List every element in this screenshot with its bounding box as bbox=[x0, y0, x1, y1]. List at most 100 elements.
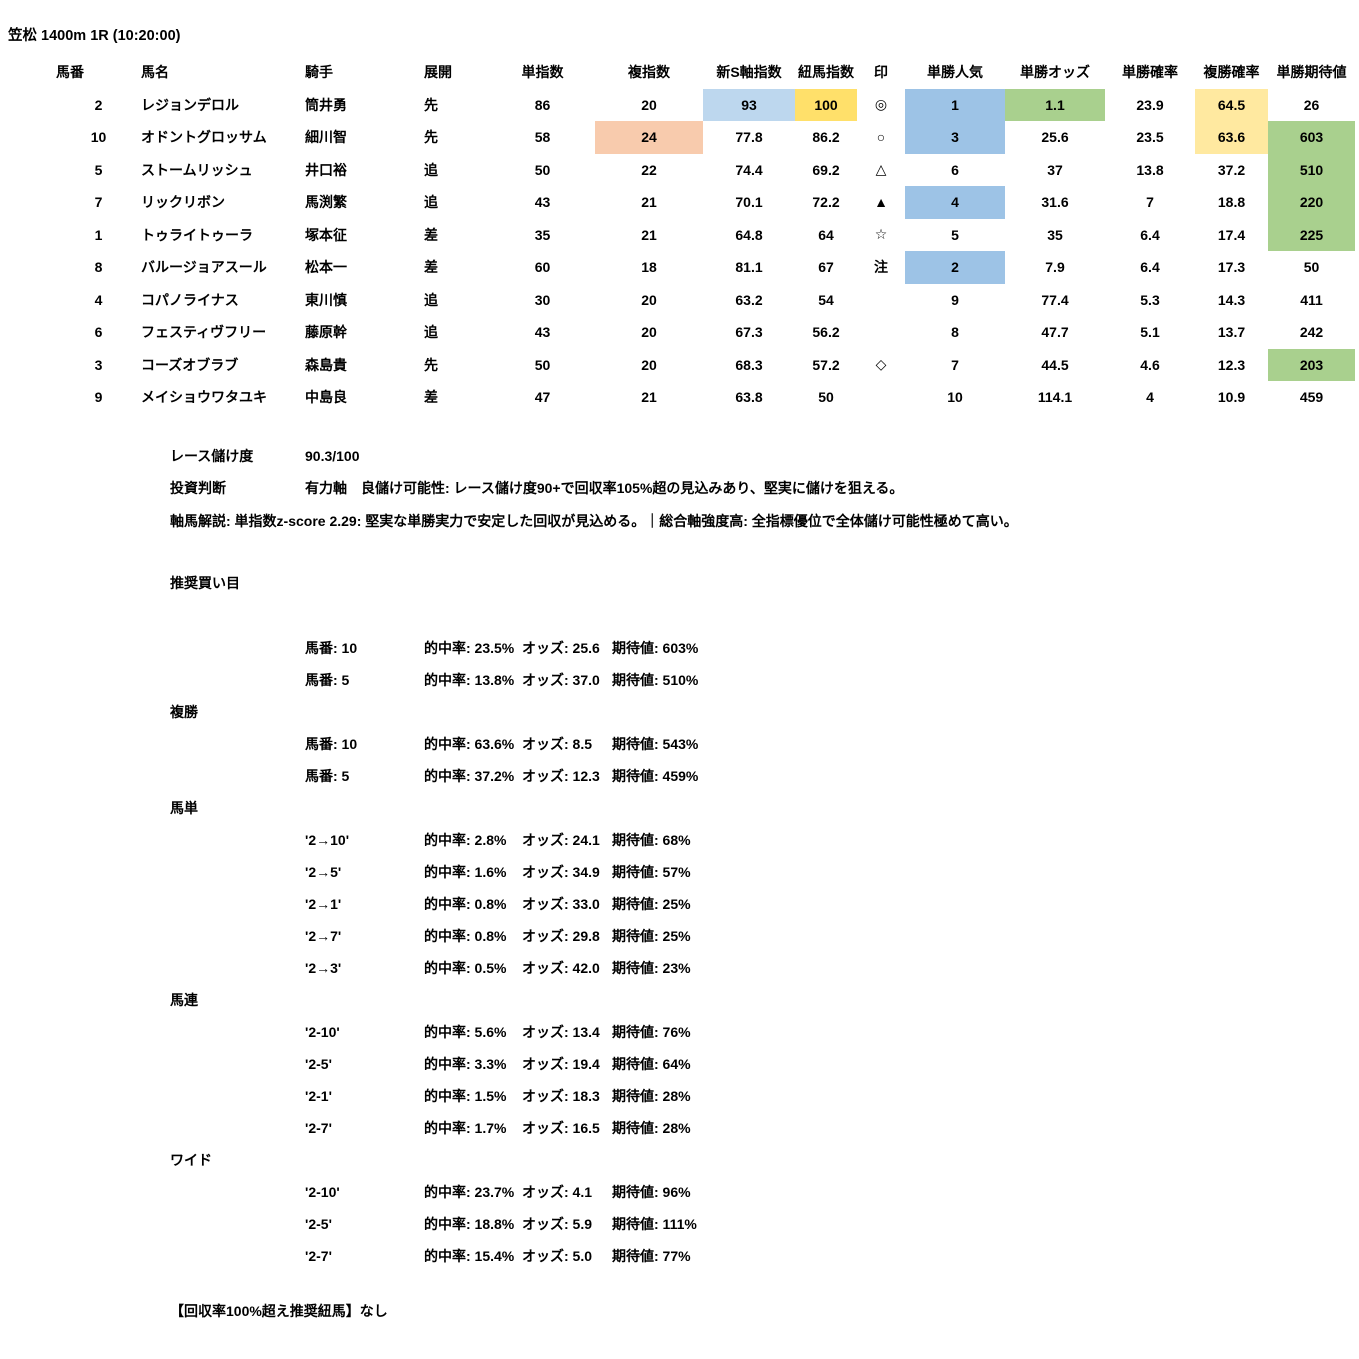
cell-himo-index: 100 bbox=[795, 88, 857, 121]
horse-row: 9 メイショウワタユキ 中島良 差 47 21 63.8 50 10 114.1 4 10.9 459 bbox=[56, 381, 1355, 414]
cell-horse-number: 10 bbox=[90, 129, 107, 146]
cell-place-index: 20 bbox=[641, 96, 657, 113]
race-analysis-sheet: 笠松 1400m 1R (10:20:00) 馬番 馬名 騎手 展開 単指数 複指数 新S軸… bbox=[8, 28, 1359, 1319]
cell-jockey: 筒井勇 bbox=[305, 96, 347, 113]
cell-place-index: 21 bbox=[641, 226, 657, 243]
column-header-win-probability: 単勝確率 bbox=[1122, 64, 1178, 81]
cell-win-probability: 5.1 bbox=[1140, 324, 1160, 341]
bet-hit: 的中率: 5.6% bbox=[424, 1023, 507, 1040]
cell-running-style: 差 bbox=[424, 259, 438, 276]
bet-type-label: 複勝 bbox=[170, 703, 198, 720]
column-header-new-s-axis-index: 新S軸指数 bbox=[716, 64, 782, 81]
bet-hit: 的中率: 1.7% bbox=[424, 1119, 507, 1136]
cell-running-style: 追 bbox=[424, 161, 438, 178]
cell-mark: ☆ bbox=[874, 226, 888, 243]
bet-odds: オッズ: 29.8 bbox=[522, 927, 600, 944]
horse-row: 3 コーズオブラブ 森島貴 先 50 20 68.3 57.2 ◇ 7 44.5 4.6 12.3 203 bbox=[56, 348, 1355, 381]
cell-himo-index: 72.2 bbox=[812, 194, 840, 211]
bet-odds: オッズ: 4.1 bbox=[522, 1183, 593, 1200]
bet-odds: オッズ: 37.0 bbox=[522, 671, 600, 688]
cell-win-odds: 31.6 bbox=[1041, 194, 1069, 211]
bet-odds: オッズ: 19.4 bbox=[522, 1055, 600, 1072]
cell-win-popularity: 7 bbox=[951, 356, 959, 373]
cell-new-s-axis-index: 64.8 bbox=[735, 226, 763, 243]
cell-win-probability: 13.8 bbox=[1136, 161, 1164, 178]
bet-hit: 的中率: 23.5% bbox=[424, 639, 515, 656]
bet-type-label: 馬単 bbox=[170, 799, 198, 816]
cell-horse-number: 2 bbox=[94, 96, 103, 113]
cell-running-style: 差 bbox=[424, 389, 438, 406]
bet-selection: '2-1' bbox=[305, 1087, 332, 1104]
bet-odds: オッズ: 12.3 bbox=[522, 767, 600, 784]
bet-ev: 期待値: 77% bbox=[612, 1247, 691, 1264]
cell-running-style: 先 bbox=[424, 96, 438, 113]
column-header-himo-index: 紐馬指数 bbox=[798, 64, 854, 81]
cell-win-odds: 77.4 bbox=[1041, 291, 1069, 308]
cell-horse-name: コパノライナス bbox=[141, 291, 239, 308]
cell-win-popularity: 3 bbox=[905, 121, 1005, 154]
bet-odds: オッズ: 8.5 bbox=[522, 735, 593, 752]
bet-type-label: ワイド bbox=[170, 1151, 212, 1168]
bet-ev: 期待値: 510% bbox=[612, 671, 699, 688]
cell-new-s-axis-index: 63.2 bbox=[735, 291, 763, 308]
bet-hit: 的中率: 37.2% bbox=[424, 767, 515, 784]
cell-win-popularity: 2 bbox=[905, 251, 1005, 284]
bet-ev: 期待値: 96% bbox=[612, 1183, 691, 1200]
cell-mark bbox=[857, 284, 905, 317]
cell-new-s-axis-index: 93 bbox=[703, 88, 795, 121]
cell-horse-number: 4 bbox=[94, 291, 103, 308]
bet-ev: 期待値: 68% bbox=[612, 831, 691, 848]
cell-jockey: 細川智 bbox=[305, 129, 347, 146]
bet-hit: 的中率: 0.8% bbox=[424, 927, 507, 944]
cell-win-expected-value: 50 bbox=[1303, 259, 1320, 276]
bet-ev: 期待値: 25% bbox=[612, 927, 691, 944]
cell-running-style: 先 bbox=[424, 356, 438, 373]
cell-jockey: 東川慎 bbox=[305, 291, 347, 308]
column-header-place-index: 複指数 bbox=[628, 64, 670, 81]
bet-row: '2-7' 的中率: 1.7% オッズ: 16.5 期待値: 28% bbox=[170, 1112, 1359, 1144]
cell-win-probability: 23.9 bbox=[1136, 96, 1164, 113]
cell-jockey: 森島貴 bbox=[305, 356, 347, 373]
cell-win-probability: 4 bbox=[1146, 389, 1154, 406]
cell-horse-number: 7 bbox=[94, 194, 103, 211]
cell-win-expected-value: 411 bbox=[1300, 291, 1323, 308]
cell-win-expected-value: 242 bbox=[1299, 324, 1324, 341]
cell-horse-name: コーズオブラブ bbox=[141, 356, 239, 373]
bet-row: '2-5' 的中率: 3.3% オッズ: 19.4 期待値: 64% bbox=[170, 1048, 1359, 1080]
bet-row: '2→1' 的中率: 0.8% オッズ: 33.0 期待値: 25% bbox=[170, 888, 1359, 920]
bet-ev: 期待値: 603% bbox=[612, 639, 699, 656]
bet-odds: オッズ: 18.3 bbox=[522, 1087, 600, 1104]
cell-jockey: 藤原幹 bbox=[305, 324, 347, 341]
bet-row: 馬番: 10 的中率: 63.6% オッズ: 8.5 期待値: 543% bbox=[170, 728, 1359, 760]
cell-win-probability: 6.4 bbox=[1140, 259, 1160, 276]
cell-jockey: 塚本征 bbox=[305, 226, 347, 243]
bet-selection: '2-7' bbox=[305, 1119, 332, 1136]
horse-row: 1 トゥライトゥーラ 塚本征 差 35 21 64.8 64 ☆ 5 35 6.4 17.4 225 bbox=[56, 218, 1355, 251]
bet-hit: 的中率: 1.5% bbox=[424, 1087, 507, 1104]
bet-hit: 的中率: 23.7% bbox=[424, 1183, 515, 1200]
bet-ev: 期待値: 28% bbox=[612, 1119, 691, 1136]
cell-win-popularity: 1 bbox=[905, 88, 1005, 121]
cell-horse-number: 1 bbox=[94, 226, 103, 243]
cell-new-s-axis-index: 63.8 bbox=[735, 389, 763, 406]
cell-new-s-axis-index: 68.3 bbox=[735, 356, 763, 373]
cell-running-style: 追 bbox=[424, 291, 438, 308]
column-header-mark: 印 bbox=[874, 64, 888, 81]
cell-place-index: 21 bbox=[641, 389, 657, 406]
bet-selection: 馬番: 5 bbox=[305, 767, 350, 784]
cell-jockey: 井口裕 bbox=[305, 161, 347, 178]
bet-selection: '2→1' bbox=[305, 895, 342, 912]
cell-place-probability: 63.6 bbox=[1195, 121, 1268, 154]
recommended-bets-title: 推奨買い目 bbox=[170, 575, 240, 592]
bet-odds: オッズ: 5.9 bbox=[522, 1215, 593, 1232]
bet-selection: '2-10' bbox=[305, 1023, 340, 1040]
bet-hit: 的中率: 0.8% bbox=[424, 895, 507, 912]
cell-himo-index: 64 bbox=[818, 226, 834, 243]
column-header-win-odds: 単勝オッズ bbox=[1020, 64, 1090, 81]
bet-hit: 的中率: 2.8% bbox=[424, 831, 507, 848]
cell-win-probability: 6.4 bbox=[1140, 226, 1160, 243]
bet-hit: 的中率: 63.6% bbox=[424, 735, 515, 752]
cell-win-expected-value: 603 bbox=[1268, 121, 1355, 154]
cell-running-style: 追 bbox=[424, 324, 438, 341]
cell-new-s-axis-index: 67.3 bbox=[735, 324, 763, 341]
